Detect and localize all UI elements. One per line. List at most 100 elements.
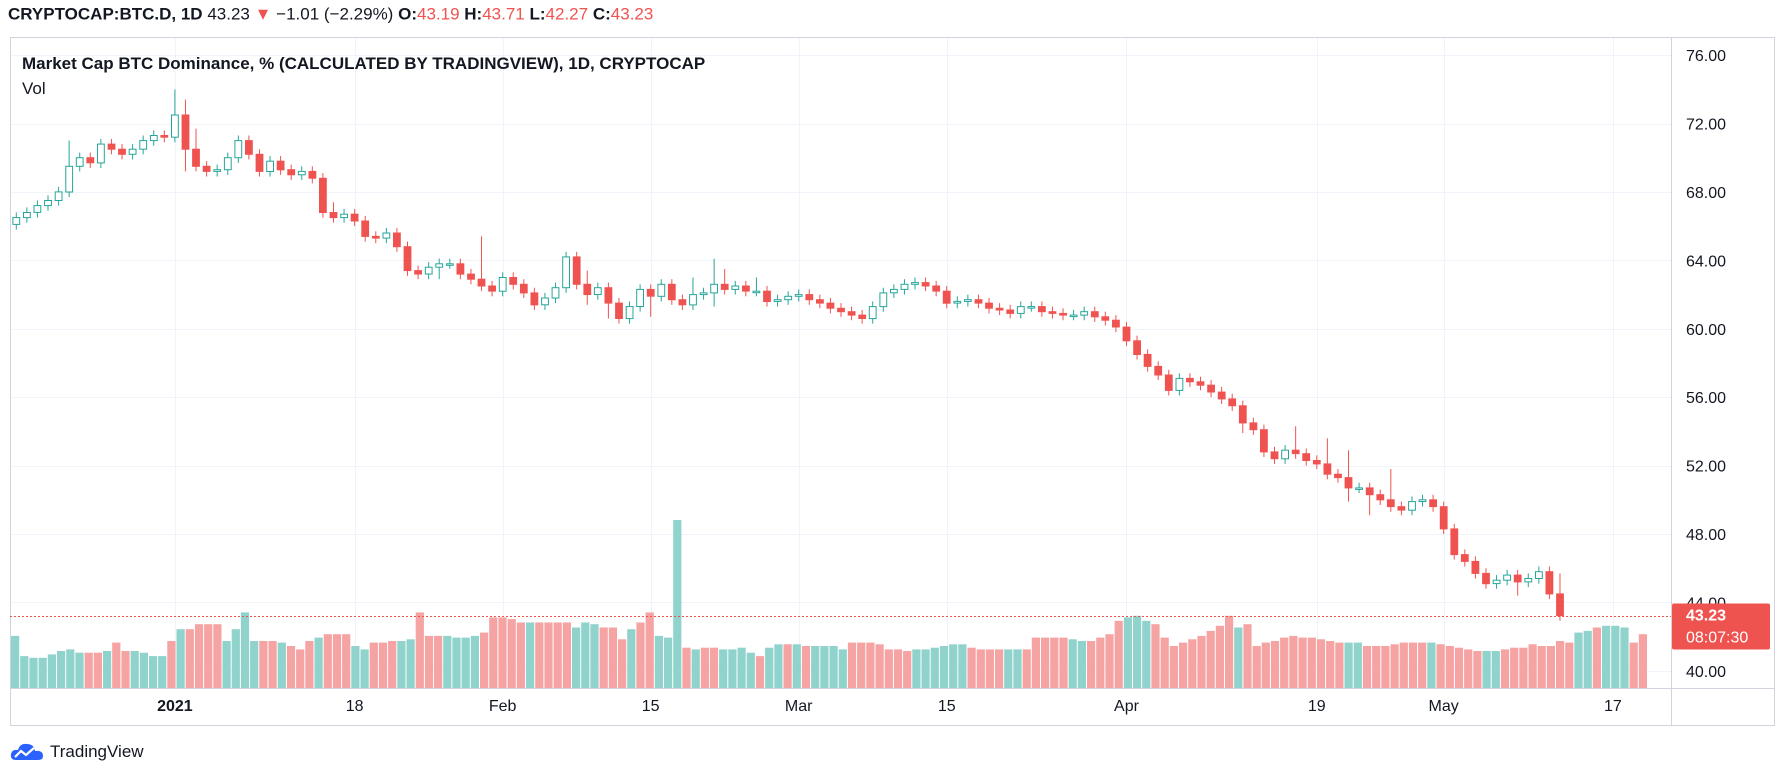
volume-bar [75,652,84,688]
candle-body [1175,377,1184,391]
candle-body [974,299,983,304]
volume-bar [1418,642,1427,688]
volume-bar [84,652,93,688]
volume-bar [599,627,608,688]
candle-body [1186,377,1194,383]
candle-body [1090,311,1099,318]
volume-bar [792,644,801,688]
volume-bar [480,632,489,688]
candle-body [445,263,454,266]
candle-body [1355,487,1363,490]
candlesticks [12,89,1564,621]
volume-bar [1611,625,1620,688]
volume-bar [1013,649,1022,688]
volume-bar [1482,651,1491,688]
tradingview-logo[interactable]: TradingView [10,740,144,764]
candle-body [319,177,327,214]
open-label: O: [398,4,417,24]
volume-bar [1133,615,1142,688]
volume-bar [1022,649,1031,688]
candle-body [625,306,634,320]
volume-bar [332,634,342,688]
volume-bar [112,642,121,688]
volume-bar [139,652,148,688]
volume-bar [847,642,857,688]
volume-bar [1270,641,1280,688]
candle-body [12,217,21,225]
candle-body [1196,381,1205,386]
price-badge-bg [1672,603,1770,650]
volume-bar [1390,644,1399,688]
volume-bar [581,622,590,688]
volume-bar [1169,646,1178,688]
volume-bar [1436,644,1445,688]
candle-body [297,170,306,176]
candle-body [657,283,666,297]
volume-bar [121,651,130,688]
candle-body [1376,494,1385,501]
candle-body [1059,312,1067,316]
cloud-icon [10,743,43,760]
volume-bar [507,619,516,688]
price-tick-label: 68.00 [1686,185,1726,202]
volume-bar [388,641,397,688]
volume-bar [893,649,903,688]
low-label: L: [529,4,546,24]
volume-bar [1620,627,1629,688]
candle-body [1323,463,1332,475]
candle-body [1556,593,1564,617]
volume-bar [470,635,479,688]
low-value: 42.27 [545,4,589,24]
candle-body [181,114,190,150]
volume-bar [1592,627,1601,688]
candle-body [710,283,719,294]
candle-body [287,169,296,176]
volume-bar [526,622,535,688]
symbol-name[interactable]: CRYPTOCAP:BTC.D, 1D [8,4,203,24]
volume-bar [1307,637,1316,688]
candle-body [678,299,687,306]
volume-bar [1059,637,1068,688]
candle-body [1133,340,1141,355]
candle-body [128,148,137,155]
candle-body [192,148,200,167]
volume-bar [434,635,443,688]
volume-bar [682,647,691,688]
volume-bar [884,649,893,688]
candle-body [234,140,243,159]
time-tick-label: 19 [1308,698,1326,715]
volume-bar [783,644,792,688]
volume-bar [222,641,231,688]
volume-bar [903,651,912,688]
candle-body [350,213,359,222]
candle-body [1080,311,1089,316]
volume-bar [268,641,277,688]
candle-body [995,307,1004,311]
candle-body [752,290,761,294]
candle-body [1016,306,1025,314]
volume-bars [11,520,1647,688]
volume-bar [489,617,498,688]
candle-body [33,205,42,213]
volume-bar [912,649,921,688]
time-axis-labels[interactable]: 2021 18 Feb 15 Mar 15 Apr 19 May 17 [157,698,1622,715]
volume-bar [93,652,102,688]
candle-body [868,306,877,320]
volume-bar [1583,630,1592,688]
time-tick-label: 17 [1604,698,1622,715]
gridlines [11,38,1671,688]
volume-bar [1602,625,1611,688]
volume-bar [204,624,213,688]
price-badge-countdown: 08:07:30 [1686,630,1748,647]
volume-bar [1500,649,1510,688]
volume-bar [167,641,176,688]
candle-body [276,160,285,171]
candle-body [1112,319,1120,328]
candle-body [911,282,919,285]
volume-bar [1372,646,1381,688]
volume-bar [397,641,406,688]
price-badge-value: 43.23 [1686,608,1726,625]
volume-bar [1261,642,1270,688]
volume-bar [103,651,112,688]
